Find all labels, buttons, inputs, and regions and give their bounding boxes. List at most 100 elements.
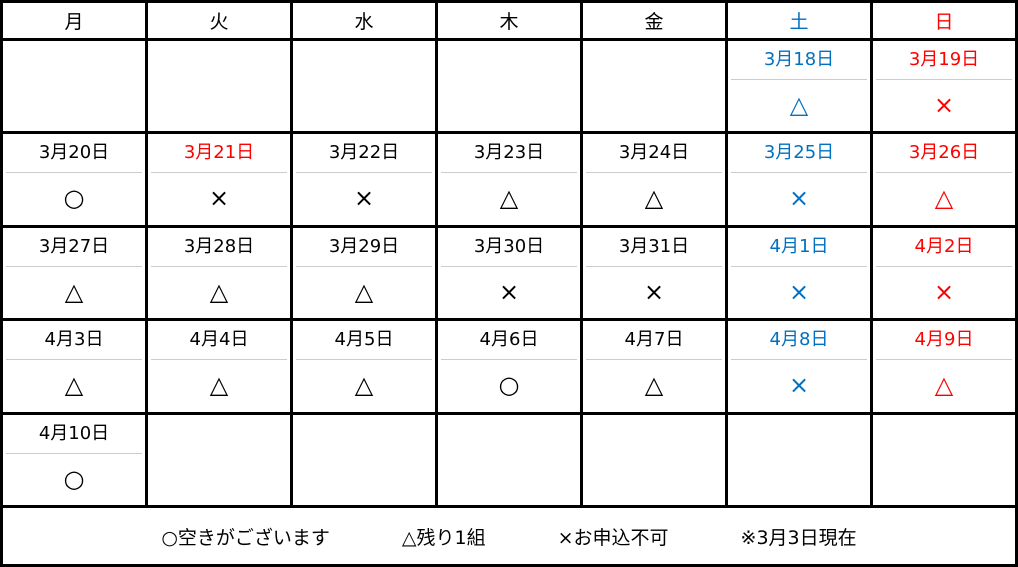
status-symbol: ○ bbox=[498, 371, 520, 400]
status-symbol: ○ bbox=[63, 184, 85, 213]
status-symbol: △ bbox=[64, 371, 84, 400]
date-label: 3月20日 bbox=[6, 134, 142, 174]
status-symbol: × bbox=[498, 277, 520, 306]
day-cell bbox=[145, 411, 293, 509]
day-cell: 4月1日 × bbox=[725, 224, 873, 322]
legend-item: ×お申込不可 bbox=[557, 526, 669, 549]
status-symbol: △ bbox=[209, 277, 229, 306]
date-label: 4月4日 bbox=[151, 321, 287, 361]
week-row: 3月20日 ○ 3月21日 × 3月22日 × 3月23日 △ 3月24日 △ 3月25日 × 3月26… bbox=[0, 131, 1018, 228]
date-label: 3月31日 bbox=[586, 228, 722, 267]
day-cell: 3月28日 △ bbox=[145, 224, 293, 322]
date-label: 4月8日 bbox=[731, 321, 867, 361]
weekday-header: 水 bbox=[290, 0, 438, 41]
day-cell: 3月19日 × bbox=[870, 37, 1018, 135]
date-label: 3月23日 bbox=[441, 134, 577, 174]
day-cell bbox=[0, 37, 148, 135]
status-symbol: × bbox=[788, 184, 810, 213]
day-cell: 3月21日 × bbox=[145, 131, 293, 228]
date-label: 3月27日 bbox=[6, 228, 142, 267]
day-cell: 4月10日 ○ bbox=[0, 411, 148, 509]
status-symbol: × bbox=[933, 277, 955, 306]
day-cell: 4月4日 △ bbox=[145, 318, 293, 415]
day-cell bbox=[725, 411, 873, 509]
date-label: 3月30日 bbox=[441, 228, 577, 267]
weekday-header: 日 bbox=[870, 0, 1018, 41]
legend: ○空きがございます △残り1組 ×お申込不可 ※3月3日現在 bbox=[0, 505, 1018, 567]
status-symbol: ○ bbox=[63, 464, 85, 493]
day-cell: 3月18日 △ bbox=[725, 37, 873, 135]
day-cell bbox=[290, 411, 438, 509]
date-label: 3月18日 bbox=[731, 41, 867, 80]
legend-item: ○空きがございます bbox=[161, 526, 330, 549]
week-row: 3月27日 △ 3月28日 △ 3月29日 △ 3月30日 × 3月31日 × 4月1日 × 4月2日 × bbox=[0, 224, 1018, 322]
status-symbol: △ bbox=[499, 184, 519, 213]
status-symbol: △ bbox=[354, 371, 374, 400]
day-cell: 4月3日 △ bbox=[0, 318, 148, 415]
day-cell bbox=[580, 37, 728, 135]
date-label: 3月26日 bbox=[876, 134, 1012, 174]
date-label: 4月3日 bbox=[6, 321, 142, 361]
date-label: 4月2日 bbox=[876, 228, 1012, 267]
day-cell: 3月26日 △ bbox=[870, 131, 1018, 228]
status-symbol: × bbox=[208, 184, 230, 213]
weekday-header: 月 bbox=[0, 0, 148, 41]
day-cell bbox=[290, 37, 438, 135]
week-row: 3月18日 △ 3月19日 × bbox=[0, 37, 1018, 135]
day-cell: 3月20日 ○ bbox=[0, 131, 148, 228]
day-cell bbox=[435, 37, 583, 135]
legend-row: ○空きがございます △残り1組 ×お申込不可 ※3月3日現在 bbox=[0, 505, 1018, 567]
status-symbol: △ bbox=[209, 371, 229, 400]
date-label: 3月19日 bbox=[876, 41, 1012, 80]
day-cell bbox=[145, 37, 293, 135]
day-cell: 4月5日 △ bbox=[290, 318, 438, 415]
day-cell bbox=[580, 411, 728, 509]
date-label: 3月25日 bbox=[731, 134, 867, 174]
status-symbol: △ bbox=[934, 371, 954, 400]
day-cell: 3月24日 △ bbox=[580, 131, 728, 228]
day-cell: 3月31日 × bbox=[580, 224, 728, 322]
weekday-header: 木 bbox=[435, 0, 583, 41]
day-cell: 4月7日 △ bbox=[580, 318, 728, 415]
day-cell: 4月2日 × bbox=[870, 224, 1018, 322]
legend-item: ※3月3日現在 bbox=[740, 526, 857, 549]
status-symbol: △ bbox=[789, 90, 809, 119]
status-symbol: △ bbox=[644, 184, 664, 213]
day-cell: 4月8日 × bbox=[725, 318, 873, 415]
day-cell: 3月30日 × bbox=[435, 224, 583, 322]
date-label: 4月6日 bbox=[441, 321, 577, 361]
day-cell: 3月23日 △ bbox=[435, 131, 583, 228]
date-label: 3月29日 bbox=[296, 228, 432, 267]
weekday-header: 土 bbox=[725, 0, 873, 41]
day-cell: 4月9日 △ bbox=[870, 318, 1018, 415]
week-row: 4月3日 △ 4月4日 △ 4月5日 △ 4月6日 ○ 4月7日 △ 4月8日 × 4月9日 △ bbox=[0, 318, 1018, 415]
day-cell: 3月25日 × bbox=[725, 131, 873, 228]
day-cell: 3月27日 △ bbox=[0, 224, 148, 322]
date-label: 4月10日 bbox=[6, 415, 142, 454]
date-label: 3月28日 bbox=[151, 228, 287, 267]
date-label: 3月21日 bbox=[151, 134, 287, 174]
date-label: 4月5日 bbox=[296, 321, 432, 361]
status-symbol: × bbox=[643, 277, 665, 306]
day-cell bbox=[435, 411, 583, 509]
date-label: 4月7日 bbox=[586, 321, 722, 361]
day-cell: 3月22日 × bbox=[290, 131, 438, 228]
status-symbol: × bbox=[788, 371, 810, 400]
status-symbol: × bbox=[933, 90, 955, 119]
status-symbol: △ bbox=[354, 277, 374, 306]
day-cell bbox=[870, 411, 1018, 509]
status-symbol: × bbox=[353, 184, 375, 213]
date-label: 4月9日 bbox=[876, 321, 1012, 361]
date-label: 4月1日 bbox=[731, 228, 867, 267]
legend-item: △残り1組 bbox=[401, 526, 486, 549]
status-symbol: △ bbox=[934, 184, 954, 213]
week-row: 4月10日 ○ bbox=[0, 411, 1018, 509]
day-cell: 3月29日 △ bbox=[290, 224, 438, 322]
weekday-header: 金 bbox=[580, 0, 728, 41]
status-symbol: × bbox=[788, 277, 810, 306]
date-label: 3月24日 bbox=[586, 134, 722, 174]
status-symbol: △ bbox=[644, 371, 664, 400]
status-symbol: △ bbox=[64, 277, 84, 306]
